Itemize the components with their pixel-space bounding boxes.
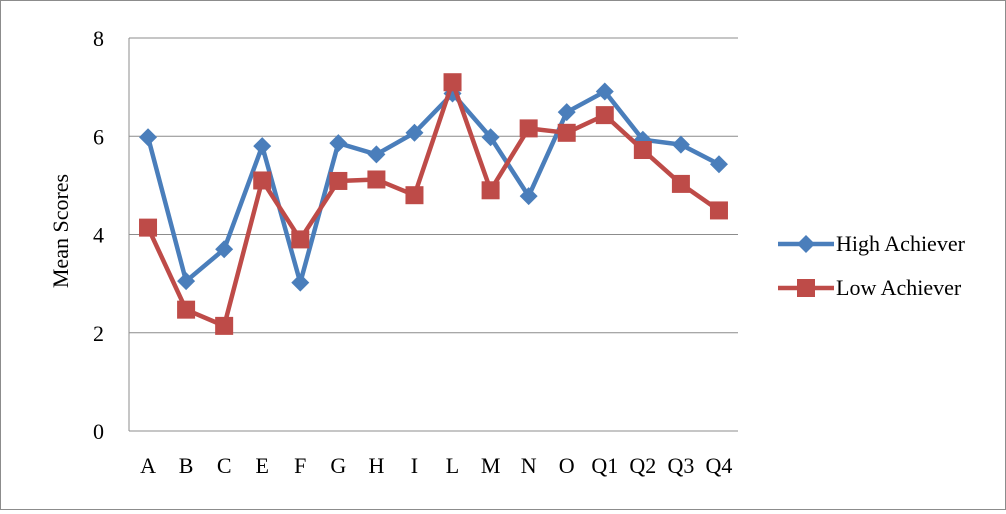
- data-point: [709, 201, 728, 220]
- data-point: [405, 186, 424, 205]
- series-low-achiever: [139, 73, 728, 335]
- x-tick-label: L: [446, 453, 459, 478]
- data-point: [519, 119, 538, 138]
- y-axis-ticks: 0 2 4 6 8: [93, 26, 104, 444]
- data-point: [139, 128, 158, 147]
- x-tick-label: Q1: [591, 453, 618, 478]
- legend-label: High Achiever: [836, 231, 966, 256]
- series-line: [145, 79, 721, 329]
- y-tick-label: 8: [93, 26, 104, 51]
- data-point: [481, 128, 500, 147]
- data-point: [215, 316, 234, 335]
- series-group: [139, 73, 728, 335]
- legend-marker: [797, 235, 815, 253]
- data-point: [329, 134, 348, 153]
- data-point: [139, 218, 158, 237]
- data-point: [405, 123, 424, 142]
- data-point: [671, 174, 690, 193]
- y-tick-label: 0: [93, 419, 104, 444]
- y-axis-title: Mean Scores: [48, 174, 73, 288]
- x-tick-label: N: [521, 453, 537, 478]
- data-point: [177, 272, 196, 291]
- legend-item: High Achiever: [778, 231, 966, 256]
- data-point: [557, 123, 576, 142]
- data-point: [291, 230, 310, 249]
- gridlines: [128, 37, 738, 432]
- x-tick-label: C: [217, 453, 232, 478]
- data-point: [519, 187, 538, 206]
- x-tick-label: I: [411, 453, 418, 478]
- x-tick-label: B: [179, 453, 194, 478]
- legend: High Achiever Low Achiever: [778, 231, 966, 300]
- legend-label: Low Achiever: [836, 275, 962, 300]
- data-point: [481, 181, 500, 200]
- data-point: [443, 73, 462, 92]
- y-tick-label: 6: [93, 124, 104, 149]
- x-tick-label: M: [481, 453, 501, 478]
- x-tick-label: G: [330, 453, 346, 478]
- data-point: [709, 155, 728, 174]
- data-point: [595, 82, 614, 101]
- x-tick-label: A: [140, 453, 156, 478]
- data-point: [253, 171, 272, 190]
- data-point: [595, 106, 614, 125]
- x-tick-label: Q2: [629, 453, 656, 478]
- series-high-achiever: [139, 82, 728, 292]
- y-tick-label: 4: [93, 223, 104, 248]
- data-point: [633, 141, 652, 160]
- data-point: [253, 137, 272, 156]
- data-point: [329, 171, 348, 190]
- y-tick-label: 2: [93, 321, 104, 346]
- x-axis-ticks: A B C E F G H I L M N O Q1 Q2 Q3 Q4: [140, 453, 732, 478]
- data-point: [557, 103, 576, 122]
- x-tick-label: O: [559, 453, 575, 478]
- data-point: [367, 170, 386, 189]
- x-tick-label: E: [255, 453, 268, 478]
- data-point: [177, 300, 196, 319]
- data-point: [367, 145, 386, 164]
- x-tick-label: F: [294, 453, 306, 478]
- legend-marker: [797, 279, 815, 297]
- x-tick-label: Q3: [667, 453, 694, 478]
- x-tick-label: H: [368, 453, 384, 478]
- data-point: [215, 240, 234, 259]
- x-tick-label: Q4: [706, 453, 733, 478]
- series-line: [145, 89, 721, 285]
- data-point: [291, 273, 310, 292]
- data-point: [671, 135, 690, 154]
- legend-item: Low Achiever: [778, 275, 962, 300]
